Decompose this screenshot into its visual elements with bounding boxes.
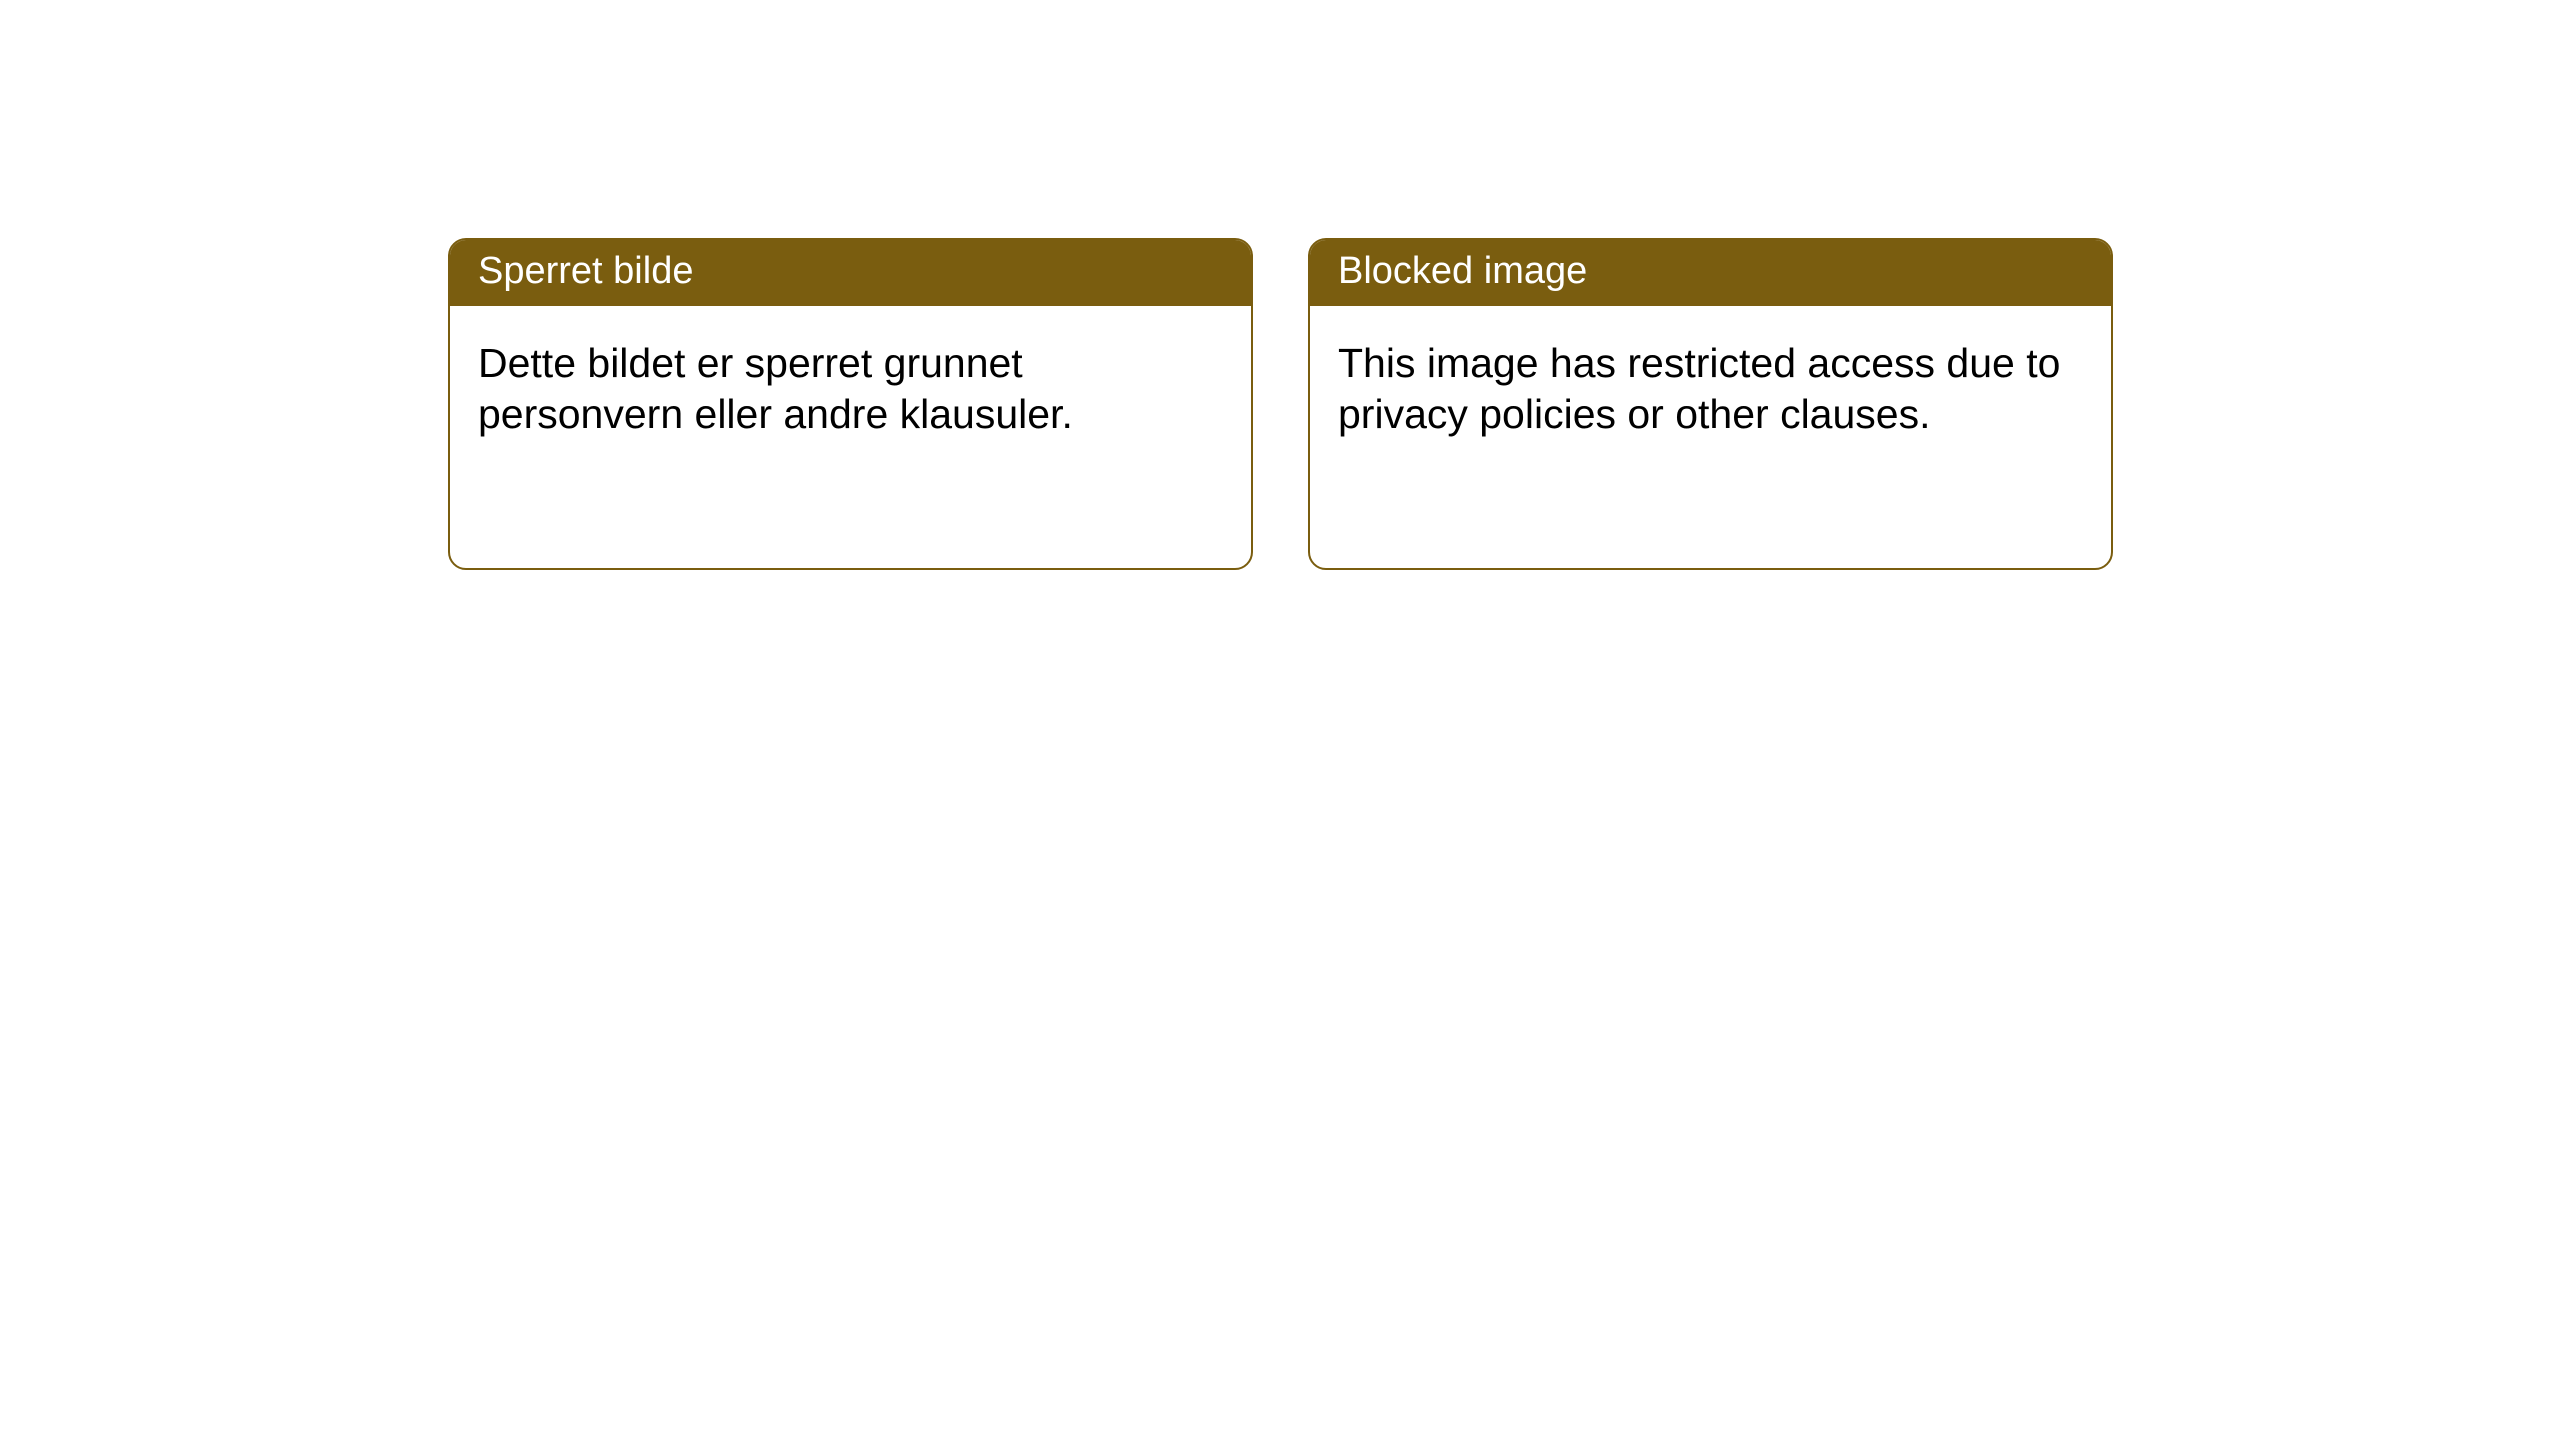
notice-body-no: Dette bildet er sperret grunnet personve… [450, 306, 1251, 473]
notice-body-en: This image has restricted access due to … [1310, 306, 2111, 473]
notice-container: Sperret bilde Dette bildet er sperret gr… [448, 238, 2113, 570]
notice-card-en: Blocked image This image has restricted … [1308, 238, 2113, 570]
notice-card-no: Sperret bilde Dette bildet er sperret gr… [448, 238, 1253, 570]
notice-header-en: Blocked image [1310, 240, 2111, 306]
notice-header-no: Sperret bilde [450, 240, 1251, 306]
